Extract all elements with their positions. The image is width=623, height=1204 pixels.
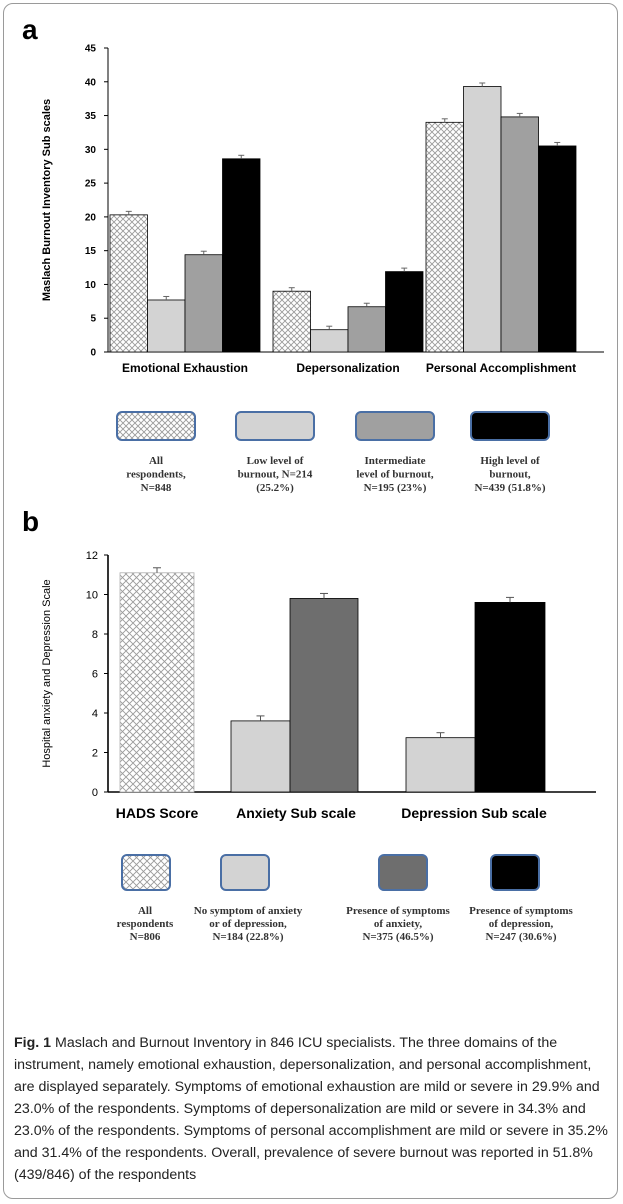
y-tick-label: 0 xyxy=(90,348,96,359)
y-tick-label: 45 xyxy=(85,44,97,55)
legend-label: N=848 xyxy=(141,482,172,494)
y-tick-label: 6 xyxy=(92,669,98,681)
legend-label: level of burnout, xyxy=(356,469,434,481)
figure-frame xyxy=(3,3,618,1199)
legend-label: Presence of symptoms xyxy=(346,905,450,917)
y-tick-label: 10 xyxy=(86,590,98,602)
bar xyxy=(119,572,195,793)
y-tick-label: 35 xyxy=(85,111,97,122)
category-label: Depression Sub scale xyxy=(401,805,547,821)
legend-swatch xyxy=(235,411,315,441)
y-tick-label: 4 xyxy=(92,708,98,720)
legend-label: All xyxy=(138,905,152,917)
legend-swatch xyxy=(121,854,171,891)
y-tick-label: 20 xyxy=(85,212,97,223)
y-tick-label: 12 xyxy=(86,550,98,562)
bar xyxy=(272,290,311,353)
figure-caption: Fig. 1 Maslach and Burnout Inventory in … xyxy=(14,1032,612,1186)
category-label: Personal Accomplishment xyxy=(426,361,576,375)
legend-swatch xyxy=(116,411,196,441)
legend-label: respondents xyxy=(117,918,174,930)
legend-swatch xyxy=(355,411,435,441)
legend-label: of depression, xyxy=(489,918,554,930)
legend-label: All xyxy=(149,455,163,467)
y-axis-title: Hospital anxiety and Depression Scale xyxy=(41,579,53,767)
bar xyxy=(385,271,424,353)
legend-label: burnout, xyxy=(489,469,531,481)
bar xyxy=(538,145,577,353)
legend-label: High level of xyxy=(480,455,540,467)
y-tick-label: 30 xyxy=(85,145,97,156)
category-label: HADS Score xyxy=(116,805,199,821)
bar xyxy=(147,299,186,353)
bar xyxy=(405,737,476,793)
y-tick-label: 25 xyxy=(85,179,97,190)
category-label: Emotional Exhaustion xyxy=(122,361,248,375)
chart-a: Maslach Burnout Inventory Sub scales 0 5 10… xyxy=(41,44,604,494)
chart-b: Hospital anxiety and Depression Scale 0 2 4… xyxy=(41,550,596,943)
legend-label: of anxiety, xyxy=(374,918,423,930)
legend-label: N=439 (51.8%) xyxy=(474,482,545,494)
legend-label: Intermediate xyxy=(364,455,425,467)
y-tick-label: 2 xyxy=(92,748,98,760)
bar xyxy=(289,598,359,793)
legend-swatch xyxy=(220,854,270,891)
caption-label: Fig. 1 xyxy=(14,1035,52,1051)
legend-label: N=806 xyxy=(130,931,161,943)
legend-label: N=184 (22.8%) xyxy=(212,931,283,943)
y-tick-label: 40 xyxy=(85,77,97,88)
panel-a-letter: a xyxy=(22,14,38,45)
legend-swatch xyxy=(470,411,550,441)
category-label: Depersonalization xyxy=(296,361,399,375)
legend-label: N=195 (23%) xyxy=(364,482,427,494)
y-tick-label: 8 xyxy=(92,629,98,641)
legend-label: N=247 (30.6%) xyxy=(485,931,556,943)
bar xyxy=(222,158,261,353)
y-tick-label: 5 xyxy=(90,314,96,325)
category-label: Anxiety Sub scale xyxy=(236,805,356,821)
legend-label: (25.2%) xyxy=(256,482,294,494)
y-axis-title: Maslach Burnout Inventory Sub scales xyxy=(41,99,53,301)
bar xyxy=(463,86,502,353)
legend-label: Presence of symptoms xyxy=(469,905,573,917)
y-tick-label: 15 xyxy=(85,246,97,257)
y-tick-label: 10 xyxy=(85,280,97,291)
bar xyxy=(474,602,546,793)
legend-swatch xyxy=(378,854,428,891)
y-tick-label: 0 xyxy=(92,787,98,799)
legend-swatch xyxy=(490,854,540,891)
legend-label: burnout, N=214 xyxy=(238,469,313,481)
legend-label: or of depression, xyxy=(209,918,287,930)
caption-text: Maslach and Burnout Inventory in 846 ICU… xyxy=(14,1035,608,1183)
legend-label: respondents, xyxy=(126,469,186,481)
panel-b-letter: b xyxy=(22,506,40,537)
bar xyxy=(230,720,291,793)
bar xyxy=(347,306,386,353)
legend-label: Low level of xyxy=(247,455,304,467)
legend-label: N=375 (46.5%) xyxy=(362,931,433,943)
bar xyxy=(425,121,464,353)
bar xyxy=(500,116,539,353)
legend-label: No symptom of anxiety xyxy=(194,905,303,917)
bar xyxy=(109,214,148,353)
